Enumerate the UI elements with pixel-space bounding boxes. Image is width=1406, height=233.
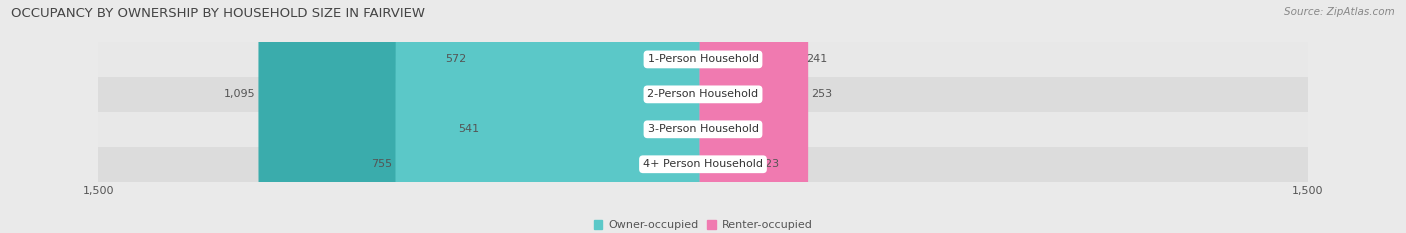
- Text: 3-Person Household: 3-Person Household: [648, 124, 758, 134]
- Text: 253: 253: [811, 89, 832, 99]
- FancyBboxPatch shape: [395, 0, 706, 233]
- FancyBboxPatch shape: [259, 0, 706, 233]
- Bar: [98, 42, 1308, 77]
- Text: 123: 123: [759, 159, 780, 169]
- Bar: [98, 77, 1308, 112]
- FancyBboxPatch shape: [700, 0, 803, 233]
- Text: 2-Person Household: 2-Person Household: [647, 89, 759, 99]
- Text: 1,095: 1,095: [224, 89, 256, 99]
- Text: 1-Person Household: 1-Person Household: [648, 55, 758, 64]
- FancyBboxPatch shape: [470, 0, 706, 233]
- Text: 541: 541: [458, 124, 479, 134]
- Text: Source: ZipAtlas.com: Source: ZipAtlas.com: [1284, 7, 1395, 17]
- Bar: [98, 112, 1308, 147]
- Text: 572: 572: [446, 55, 467, 64]
- Text: 4+ Person Household: 4+ Person Household: [643, 159, 763, 169]
- Text: 22: 22: [718, 124, 733, 134]
- FancyBboxPatch shape: [700, 0, 808, 233]
- FancyBboxPatch shape: [700, 0, 716, 233]
- FancyBboxPatch shape: [700, 0, 756, 233]
- Legend: Owner-occupied, Renter-occupied: Owner-occupied, Renter-occupied: [589, 216, 817, 233]
- Text: 241: 241: [806, 55, 828, 64]
- FancyBboxPatch shape: [482, 0, 706, 233]
- Text: 755: 755: [371, 159, 392, 169]
- Bar: [98, 147, 1308, 182]
- Text: OCCUPANCY BY OWNERSHIP BY HOUSEHOLD SIZE IN FAIRVIEW: OCCUPANCY BY OWNERSHIP BY HOUSEHOLD SIZE…: [11, 7, 425, 20]
